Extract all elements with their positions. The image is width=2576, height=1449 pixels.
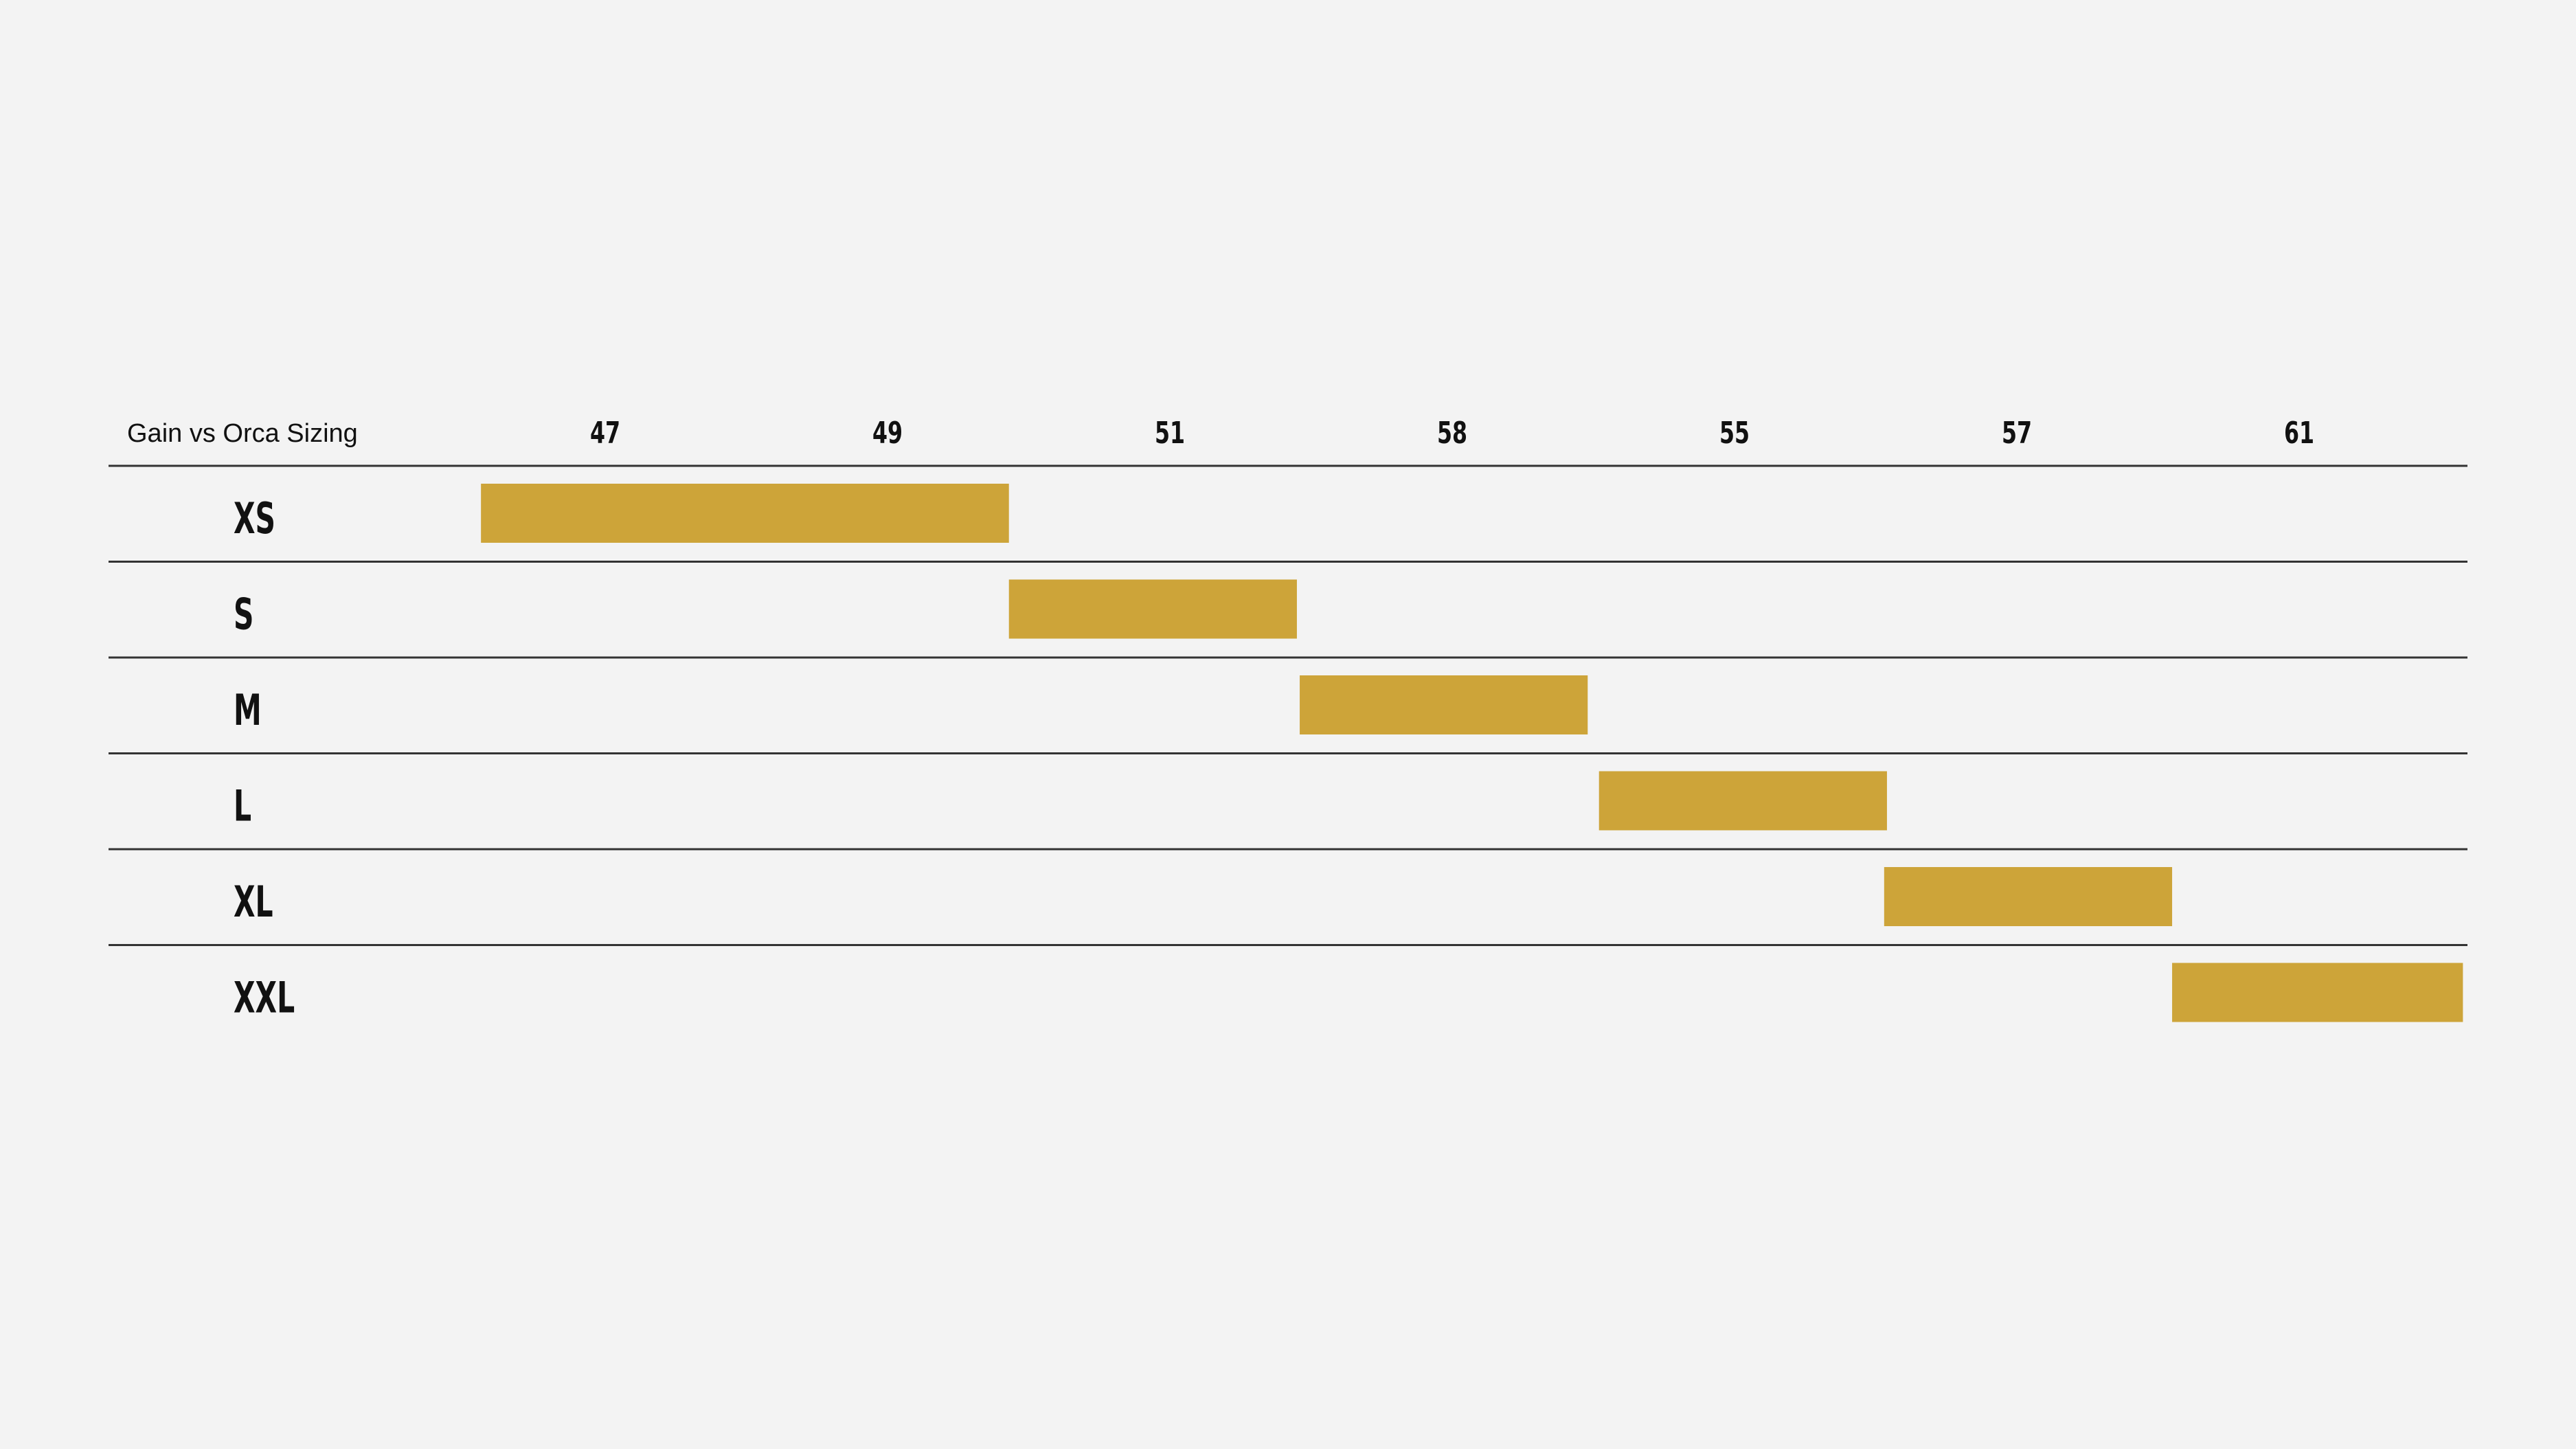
x-tick-label: 49 [872, 416, 903, 451]
row-dividers [109, 464, 2467, 946]
size-label-l: L [234, 782, 251, 831]
x-tick-label: 55 [1719, 416, 1750, 451]
size-label-s: S [234, 590, 253, 640]
x-tick-label: 47 [590, 416, 620, 451]
x-tick-label: 51 [1155, 416, 1185, 451]
size-bar-xxl [2172, 963, 2463, 1022]
size-label-xl: XL [234, 877, 273, 927]
size-label-xxl: XXL [234, 974, 295, 1023]
size-bar-m [1300, 675, 1588, 734]
x-tick-label: 58 [1437, 416, 1467, 451]
size-bar-s [1008, 579, 1297, 639]
x-tick-labels: 47 49 51 58 55 57 61 [590, 416, 2314, 451]
x-tick-label: 61 [2284, 416, 2314, 451]
size-label-xs: XS [234, 494, 275, 543]
chart-title: Gain vs Orca Sizing [127, 419, 358, 448]
size-rows: XS SML XL XXL [234, 484, 2463, 1023]
x-tick-label: 57 [2002, 416, 2032, 451]
size-label-m: M [234, 686, 262, 735]
size-bar-l [1598, 771, 1887, 831]
size-bar-xs [481, 484, 1009, 543]
size-bar-xl [1884, 867, 2173, 926]
